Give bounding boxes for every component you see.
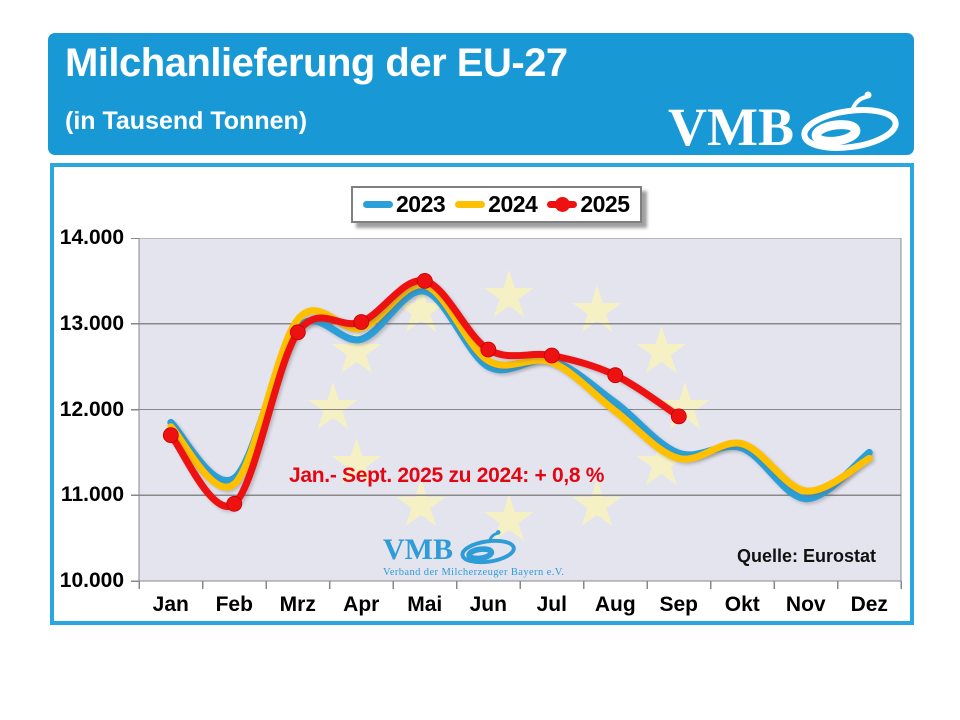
eu-star xyxy=(308,382,358,429)
x-axis-label: Nov xyxy=(785,593,826,616)
y-axis-label: 10.000 xyxy=(59,569,124,592)
vmb-watermark: VMB Verband der Milcherzeuger Bayern e.V… xyxy=(383,529,564,578)
eu-star xyxy=(636,438,687,485)
annotation-growth: Jan.- Sept. 2025 zu 2024: + 0,8 % xyxy=(289,464,605,487)
legend-swatch-2024 xyxy=(455,201,486,208)
x-axis-label: Jan xyxy=(152,593,189,616)
legend-marker-dot xyxy=(555,197,571,212)
vmb-logo: VMB xyxy=(668,89,902,157)
data-point-2025 xyxy=(607,367,624,384)
data-point-2025 xyxy=(162,427,179,444)
x-axis-label: Aug xyxy=(594,593,636,616)
vmb-logo-text: VMB xyxy=(668,96,794,157)
vmb-watermark-caption: Verband der Milcherzeuger Bayern e.V. xyxy=(383,567,565,578)
eu-star xyxy=(331,326,382,373)
x-axis-label: Mai xyxy=(407,593,443,616)
y-axis-label: 13.000 xyxy=(59,311,124,335)
legend-item-2024: 2024 xyxy=(455,191,538,218)
data-point-2025 xyxy=(353,314,370,330)
data-point-2025 xyxy=(416,273,433,289)
eu-star xyxy=(572,479,622,526)
x-axis-label: Okt xyxy=(724,593,760,616)
x-axis-label: Jul xyxy=(536,593,567,616)
page-subtitle: (in Tausend Tonnen) xyxy=(65,107,308,135)
eu-star xyxy=(572,285,622,332)
source-note: Quelle: Eurostat xyxy=(736,546,876,566)
data-point-2025 xyxy=(289,324,306,341)
vmb-watermark-text: VMB xyxy=(383,533,453,566)
page-title: Milchanlieferung der EU-27 xyxy=(65,41,568,85)
x-axis-label: Dez xyxy=(850,593,888,616)
eu-star xyxy=(636,326,687,373)
x-axis-label: Mrz xyxy=(279,593,316,616)
y-axis-label: 12.000 xyxy=(59,397,124,421)
header-box: Milchanlieferung der EU-27 (in Tausend T… xyxy=(48,33,914,155)
legend-swatch-2025 xyxy=(547,197,578,212)
eu-star xyxy=(484,270,534,317)
eu-star xyxy=(484,494,534,541)
eu-star xyxy=(396,285,446,332)
eu-stars-emblem xyxy=(308,270,710,541)
chart-legend: 2023 2024 2025 xyxy=(351,186,642,223)
vmb-logo-icon xyxy=(801,91,899,151)
legend-item-2025: 2025 xyxy=(547,191,630,218)
eu-star xyxy=(396,479,446,526)
eu-star xyxy=(331,438,382,485)
plot-border xyxy=(138,238,902,582)
eu-star xyxy=(660,382,710,429)
x-axis-label: Feb xyxy=(215,593,253,616)
series-line-2025 xyxy=(167,277,683,510)
legend-swatch-2023 xyxy=(363,201,393,208)
series-line-2024 xyxy=(167,281,873,495)
data-point-2025 xyxy=(670,408,687,425)
x-axis-label: Jun xyxy=(469,593,507,616)
data-point-2025 xyxy=(480,341,497,358)
x-axis-label: Apr xyxy=(343,593,380,616)
legend-label: 2023 xyxy=(396,191,446,217)
y-axis-label: 14.000 xyxy=(59,226,124,249)
data-point-2025 xyxy=(226,495,243,512)
x-axis-label: Sep xyxy=(659,593,698,616)
legend-label: 2024 xyxy=(488,191,538,217)
line-chart xyxy=(131,238,902,589)
data-point-2025 xyxy=(543,347,560,364)
legend-label: 2025 xyxy=(580,191,630,217)
legend-item-2023: 2023 xyxy=(363,191,446,218)
vmb-watermark-icon xyxy=(460,530,516,565)
y-axis-label: 11.000 xyxy=(60,483,124,507)
